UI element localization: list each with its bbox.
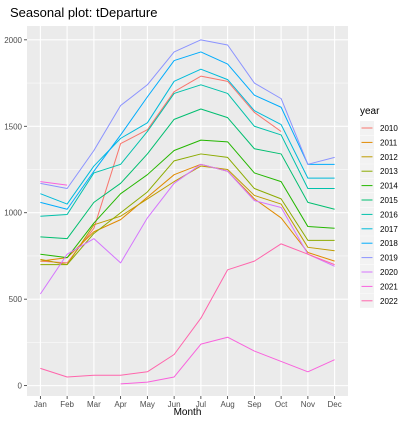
y-tick-label: 2000 xyxy=(4,36,22,45)
series-line-2021 xyxy=(40,181,68,186)
x-tick-label: Aug xyxy=(221,400,235,409)
chart-title: Seasonal plot: tDeparture xyxy=(10,5,157,20)
x-tick-label: Jan xyxy=(34,400,47,409)
x-tick-label: Dec xyxy=(328,400,342,409)
x-tick-label: Sep xyxy=(247,400,262,409)
series-line-2020 xyxy=(39,163,335,295)
grid-major xyxy=(27,26,348,396)
x-tick-label: Apr xyxy=(114,400,127,409)
legend-label: 2014 xyxy=(380,182,398,191)
series-line-2013 xyxy=(40,153,335,266)
legend-label: 2011 xyxy=(380,138,398,147)
legend-label: 2019 xyxy=(380,254,398,263)
x-axis-label: Month xyxy=(174,407,202,418)
series-line-2021 xyxy=(120,336,335,385)
y-axis-ticks: 0 500 1000 1500 2000 xyxy=(4,36,27,391)
x-tick-label: Oct xyxy=(275,400,288,409)
y-tick-label: 1000 xyxy=(4,209,22,218)
series-line-2019 xyxy=(40,39,335,190)
legend-label: 2020 xyxy=(380,268,398,277)
x-tick-label: Mar xyxy=(87,400,101,409)
x-tick-label: Nov xyxy=(301,400,315,409)
series-line-2011 xyxy=(40,163,335,262)
legend-label: 2012 xyxy=(380,153,398,162)
x-tick-label: Jul xyxy=(196,400,206,409)
legend-label: 2018 xyxy=(380,239,398,248)
series-line-2015 xyxy=(40,108,335,240)
y-tick-label: 500 xyxy=(9,295,23,304)
series-line-2022 xyxy=(40,243,335,378)
y-tick-label: 1500 xyxy=(4,122,22,131)
plot-panel xyxy=(27,26,348,396)
legend-label: 2013 xyxy=(380,167,398,176)
series-line-2014 xyxy=(40,139,335,259)
series-line-2017 xyxy=(40,68,335,205)
x-tick-label: Jun xyxy=(168,400,181,409)
legend-label: 2010 xyxy=(380,124,398,133)
x-tick-label: May xyxy=(140,400,155,409)
legend: year 2010 2011 2012 2013 2014 2015 2016 2017 201… xyxy=(360,106,398,308)
legend-label: 2022 xyxy=(380,297,398,306)
x-tick-label: Feb xyxy=(60,400,74,409)
series-line-2018 xyxy=(40,51,335,210)
series-lines xyxy=(39,39,335,385)
series-line-2016 xyxy=(40,84,335,217)
y-tick-label: 0 xyxy=(18,382,23,391)
legend-label: 2016 xyxy=(380,210,398,219)
legend-label: 2015 xyxy=(380,196,398,205)
legend-label: 2017 xyxy=(380,225,398,234)
x-axis-ticks: Jan Feb Mar Apr May Jun Jul Aug Sep Oct Nov Dec xyxy=(34,396,342,409)
legend-title: year xyxy=(360,106,380,117)
legend-label: 2021 xyxy=(380,282,398,291)
